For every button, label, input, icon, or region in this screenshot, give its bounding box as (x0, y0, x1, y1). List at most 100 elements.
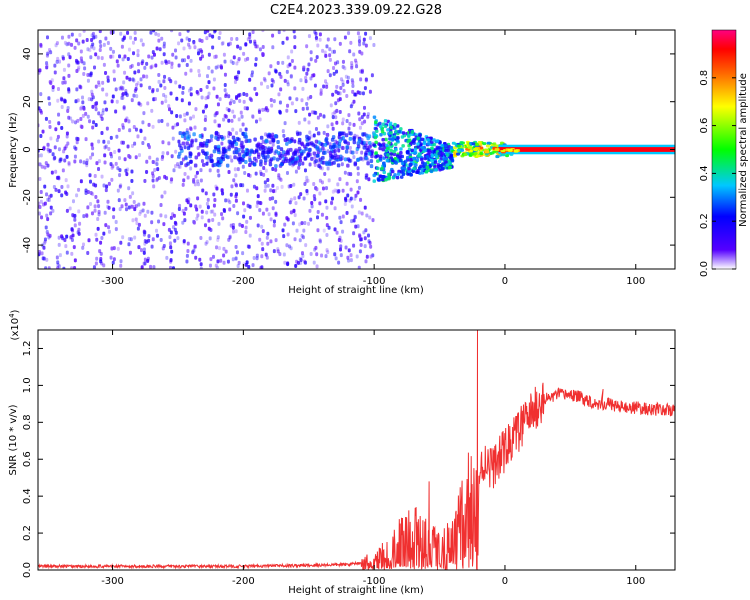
heat-cell-1815 (179, 161, 184, 166)
heat-cell-1534 (220, 188, 224, 193)
heat-cell-994 (248, 215, 252, 220)
heat-cell-1332 (271, 167, 275, 172)
heat-cell-50 (230, 184, 234, 189)
heat-cell-525 (170, 61, 174, 66)
heat-cell-624 (159, 213, 163, 218)
heat-cell-587 (273, 188, 277, 193)
heat-cell-1566 (204, 191, 208, 196)
heat-cell-935 (364, 43, 368, 48)
heat-cell-2406 (373, 135, 378, 140)
heat-cell-689 (133, 36, 137, 41)
heat-cell-1066 (260, 265, 264, 269)
heat-cell-747 (305, 188, 309, 193)
snr-y-ticks: 0.00.20.40.60.81.01.2 (22, 341, 675, 578)
heat-cell-749 (134, 217, 138, 222)
heat-cell-846 (357, 111, 361, 116)
heat-cell-1665 (116, 166, 120, 171)
heat-cell-1036 (218, 97, 222, 102)
heat-cell-1160 (92, 265, 96, 269)
heat-cell-905 (331, 126, 335, 131)
heat-cell-1264 (118, 86, 122, 91)
heat-cell-734 (107, 229, 111, 234)
heat-cell-1693 (177, 139, 181, 144)
heat-cell-1680 (60, 105, 64, 110)
heat-cell-1163 (44, 266, 48, 269)
heat-cell-878 (362, 112, 366, 117)
heat-ytick-label-1: -20 (22, 189, 33, 205)
heat-cell-2067 (293, 160, 298, 165)
heat-cell-1380 (57, 242, 61, 247)
heat-cell-452 (230, 158, 234, 163)
heat-cell-1804 (192, 132, 196, 137)
heat-cell-1651 (278, 109, 282, 114)
heat-cell-1610 (90, 92, 94, 97)
heat-cell-351 (313, 162, 317, 167)
heat-cell-1908 (262, 155, 266, 160)
heat-cell-1145 (205, 210, 209, 215)
heat-cell-85 (185, 253, 189, 258)
heat-cell-1318 (335, 69, 339, 74)
heat-cell-2296 (372, 173, 376, 178)
heat-cell-222 (61, 56, 65, 61)
heat-cell-1533 (318, 37, 322, 42)
heat-cell-414 (149, 264, 153, 269)
heat-cell-65 (293, 213, 297, 218)
heat-cell-2452 (434, 168, 438, 172)
heat-cell-308 (298, 222, 302, 227)
heat-cell-1600 (223, 72, 227, 77)
heat-cell-972 (106, 75, 110, 80)
heat-cell-363 (216, 168, 220, 173)
heat-cell-1093 (86, 250, 90, 255)
heat-cell-847 (289, 74, 293, 79)
heat-cell-272 (95, 237, 99, 242)
heat-cell-1426 (314, 127, 318, 132)
heat-cell-314 (55, 41, 59, 46)
heat-cell-263 (64, 178, 68, 183)
heat-cell-892 (309, 94, 313, 99)
heat-cell-2056 (315, 145, 319, 150)
heat-cell-2040 (366, 148, 370, 153)
heat-cell-1789 (254, 149, 259, 154)
heat-cell-657 (47, 96, 51, 101)
heat-cell-836 (287, 184, 291, 189)
heat-cell-2059 (177, 151, 182, 156)
heat-cell-562 (259, 171, 263, 176)
heat-cell-2038 (230, 144, 235, 149)
heat-cell-2047 (291, 151, 296, 156)
heat-cell-18 (242, 99, 246, 104)
snr-ytick-label-1: 0.2 (22, 525, 33, 541)
heat-cell-1586 (334, 256, 338, 261)
heat-cell-1990 (306, 153, 310, 158)
heat-cell-1014 (164, 94, 168, 99)
heat-cell-2010 (237, 157, 241, 162)
heat-cell-1382 (156, 167, 160, 172)
heat-cell-1415 (39, 190, 43, 195)
heat-cell-2284 (407, 143, 411, 148)
heat-cell-1489 (247, 265, 251, 269)
heat-cell-553 (356, 190, 360, 195)
heat-cell-1221 (176, 122, 180, 127)
heat-cell-47 (270, 103, 274, 108)
heat-cell-2492 (382, 161, 386, 166)
heat-cell-856 (142, 250, 146, 255)
heat-cell-2799 (494, 148, 500, 152)
heat-cell-1429 (169, 230, 173, 235)
heat-cell-1431 (186, 200, 190, 205)
heat-cell-1339 (208, 236, 212, 241)
heat-cell-969 (140, 265, 144, 269)
heat-cell-1030 (124, 168, 128, 173)
heat-cell-1502 (243, 208, 247, 213)
heat-cell-1856 (345, 145, 349, 150)
heat-cell-945 (53, 63, 57, 68)
heat-cell-1661 (264, 132, 268, 137)
heat-cell-477 (365, 213, 369, 218)
heat-cell-898 (371, 218, 375, 223)
heat-cell-121 (231, 257, 235, 262)
heat-cell-1518 (290, 101, 294, 106)
heat-cell-985 (341, 64, 345, 69)
heat-cell-1074 (216, 123, 220, 128)
heat-cell-1901 (234, 146, 238, 151)
heat-cell-202 (178, 114, 182, 119)
heat-cell-168 (302, 196, 306, 201)
heat-cell-2013 (318, 148, 323, 153)
